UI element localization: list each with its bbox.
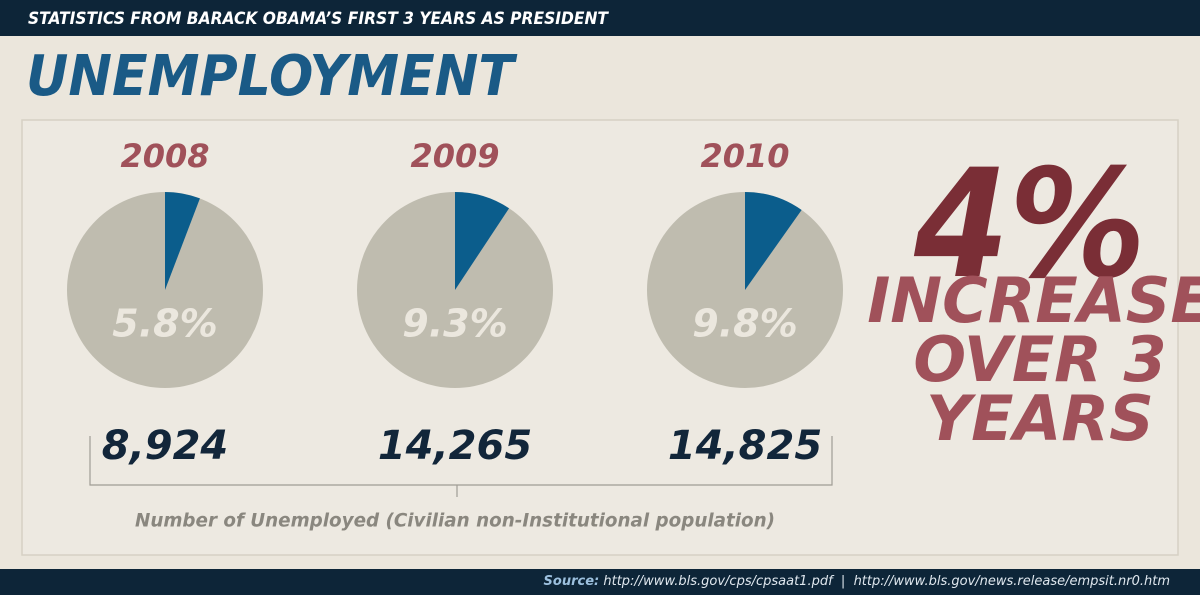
title: UNEMPLOYMENT <box>26 44 518 109</box>
pie-year: 2010 <box>700 137 789 175</box>
pie-label: 9.8% <box>692 302 797 346</box>
footer-bar <box>0 569 1200 595</box>
counts-caption: Number of Unemployed (Civilian non-Insti… <box>135 510 775 532</box>
source-label: Source: <box>544 574 600 589</box>
headline-line: OVER 3 <box>913 323 1166 396</box>
unemployed-count: 8,924 <box>102 423 229 469</box>
headline-line: INCREASE <box>867 264 1200 337</box>
unemployed-count: 14,825 <box>668 423 822 469</box>
pie-label: 9.3% <box>402 302 507 346</box>
pie-year: 2008 <box>120 137 209 175</box>
pie-slice <box>455 192 510 290</box>
unemployed-count: 14,265 <box>378 423 532 469</box>
pie-label: 5.8% <box>112 302 217 346</box>
bracket <box>89 436 833 497</box>
headline-line: YEARS <box>926 382 1154 455</box>
headline-value: 4% <box>913 138 1146 312</box>
source-text: http://www.bls.gov/cps/cpsaat1.pdf | htt… <box>599 574 1170 589</box>
pie-slice <box>745 192 802 290</box>
pie-year: 2009 <box>410 137 499 175</box>
pie-slice <box>165 192 200 290</box>
header-bar <box>0 0 1200 36</box>
footer: Source: http://www.bls.gov/cps/cpsaat1.p… <box>544 574 1170 589</box>
subtitle: STATISTICS FROM BARACK OBAMA’S FIRST 3 Y… <box>28 9 609 29</box>
